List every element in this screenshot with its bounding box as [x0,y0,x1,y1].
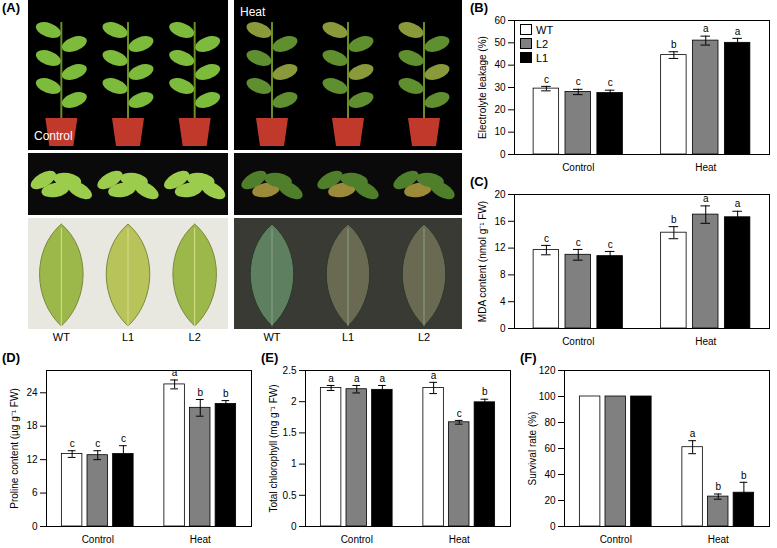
svg-text:c: c [576,237,581,248]
svg-text:2.5: 2.5 [283,365,297,376]
svg-text:c: c [544,233,549,244]
svg-text:c: c [70,438,75,449]
svg-text:L2: L2 [189,331,201,343]
svg-text:Control: Control [600,534,632,545]
svg-text:b: b [223,388,229,399]
svg-text:Control: Control [562,336,594,347]
svg-text:Total chlorophyll (mg g⁻¹ FW): Total chlorophyll (mg g⁻¹ FW) [268,384,279,512]
svg-text:c: c [457,408,462,419]
svg-text:a: a [735,198,741,209]
svg-text:10: 10 [494,126,506,137]
svg-text:WT: WT [263,331,280,343]
svg-text:0: 0 [32,521,38,532]
svg-text:8: 8 [500,269,506,280]
svg-text:MDA content (nmol g⁻¹ FW): MDA content (nmol g⁻¹ FW) [477,201,488,322]
html-text:(D): (D) [2,350,20,365]
svg-text:24: 24 [26,387,38,398]
svg-text:a: a [431,370,437,381]
svg-text:Control: Control [341,534,373,545]
svg-text:WT: WT [53,331,70,343]
svg-text:4: 4 [500,296,506,307]
svg-text:a: a [172,367,178,378]
svg-text:a: a [690,428,696,439]
svg-text:Control: Control [562,162,594,173]
svg-text:0: 0 [550,521,556,532]
svg-text:L2: L2 [418,331,430,343]
svg-text:50: 50 [494,37,506,48]
svg-text:20: 20 [494,189,506,200]
svg-text:40: 40 [544,469,556,480]
svg-text:2: 2 [291,396,297,407]
svg-text:Proline content (µg g⁻¹ FW): Proline content (µg g⁻¹ FW) [9,388,20,508]
svg-text:1.5: 1.5 [283,427,297,438]
svg-text:12: 12 [26,454,38,465]
svg-text:a: a [703,23,709,34]
svg-text:60: 60 [544,443,556,454]
html-text:(F): (F) [520,350,537,365]
svg-text:a: a [735,26,741,37]
svg-text:b: b [715,481,721,492]
svg-text:a: a [328,373,334,384]
svg-text:30: 30 [494,82,506,93]
html-text:L2: L2 [536,38,549,50]
svg-text:Heat: Heat [449,534,470,545]
svg-text:a: a [703,193,709,205]
svg-text:16: 16 [494,216,506,227]
svg-text:L1: L1 [342,331,354,343]
svg-text:c: c [576,76,581,87]
svg-text:0: 0 [291,521,297,532]
html-text:(A): (A) [2,0,20,15]
svg-text:Electrolyte leakage (%): Electrolyte leakage (%) [477,36,488,139]
svg-text:c: c [95,438,100,449]
svg-text:b: b [671,39,677,50]
svg-text:Survival rate (%): Survival rate (%) [527,412,538,486]
svg-text:a: a [380,373,386,384]
svg-text:18: 18 [26,420,38,431]
html-text:(E): (E) [261,350,279,365]
svg-text:20: 20 [544,495,556,506]
svg-text:b: b [482,386,488,397]
html-text:(B): (B) [470,0,488,15]
svg-text:12: 12 [494,242,506,253]
svg-text:b: b [741,470,747,481]
svg-text:a: a [354,373,360,384]
svg-text:Heat: Heat [240,5,266,19]
svg-text:Control: Control [34,129,73,143]
svg-text:c: c [608,77,613,88]
svg-text:Heat: Heat [190,534,211,545]
html-text:WT: WT [536,24,554,36]
svg-text:c: c [544,74,549,85]
svg-text:1: 1 [291,458,297,469]
svg-text:100: 100 [539,391,556,402]
svg-text:0: 0 [500,323,506,334]
svg-text:120: 120 [539,365,556,376]
svg-text:0: 0 [500,149,506,160]
svg-text:Control: Control [82,534,114,545]
svg-text:b: b [671,214,677,225]
svg-text:c: c [608,239,613,250]
svg-text:Heat: Heat [708,534,729,545]
svg-text:L1: L1 [122,331,134,343]
svg-text:80: 80 [544,417,556,428]
svg-text:0.5: 0.5 [283,490,297,501]
html-text:L1: L1 [536,52,549,64]
svg-text:40: 40 [494,59,506,70]
svg-text:Heat: Heat [695,336,716,347]
svg-text:c: c [121,433,126,444]
svg-text:6: 6 [32,487,38,498]
html-text:(C): (C) [470,174,488,189]
svg-text:20: 20 [494,104,506,115]
svg-text:b: b [197,387,203,398]
svg-text:Heat: Heat [695,162,716,173]
svg-text:60: 60 [494,15,506,26]
